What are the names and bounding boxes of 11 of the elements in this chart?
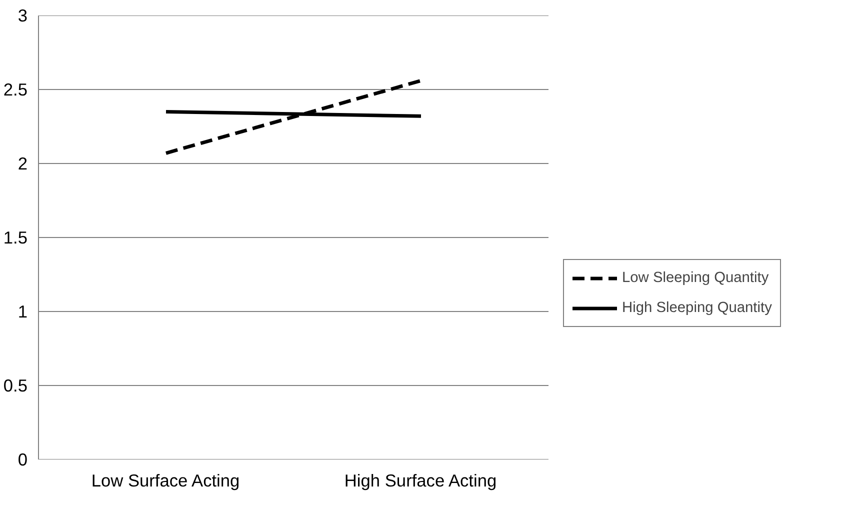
y-tick-label: 2.5: [3, 80, 28, 100]
y-tick-label: 2: [18, 154, 28, 174]
y-tick-label: 1: [18, 302, 28, 322]
legend-label: High Sleeping Quantity: [622, 300, 772, 316]
legend-label: Low Sleeping Quantity: [622, 270, 769, 286]
x-tick-label: High Surface Acting: [344, 470, 497, 490]
y-tick-label: 3: [18, 6, 28, 26]
y-tick-label: 1.5: [3, 228, 28, 248]
y-tick-label: 0.5: [3, 376, 28, 396]
y-tick-label: 0: [18, 450, 28, 470]
x-tick-label: Low Surface Acting: [91, 470, 240, 490]
